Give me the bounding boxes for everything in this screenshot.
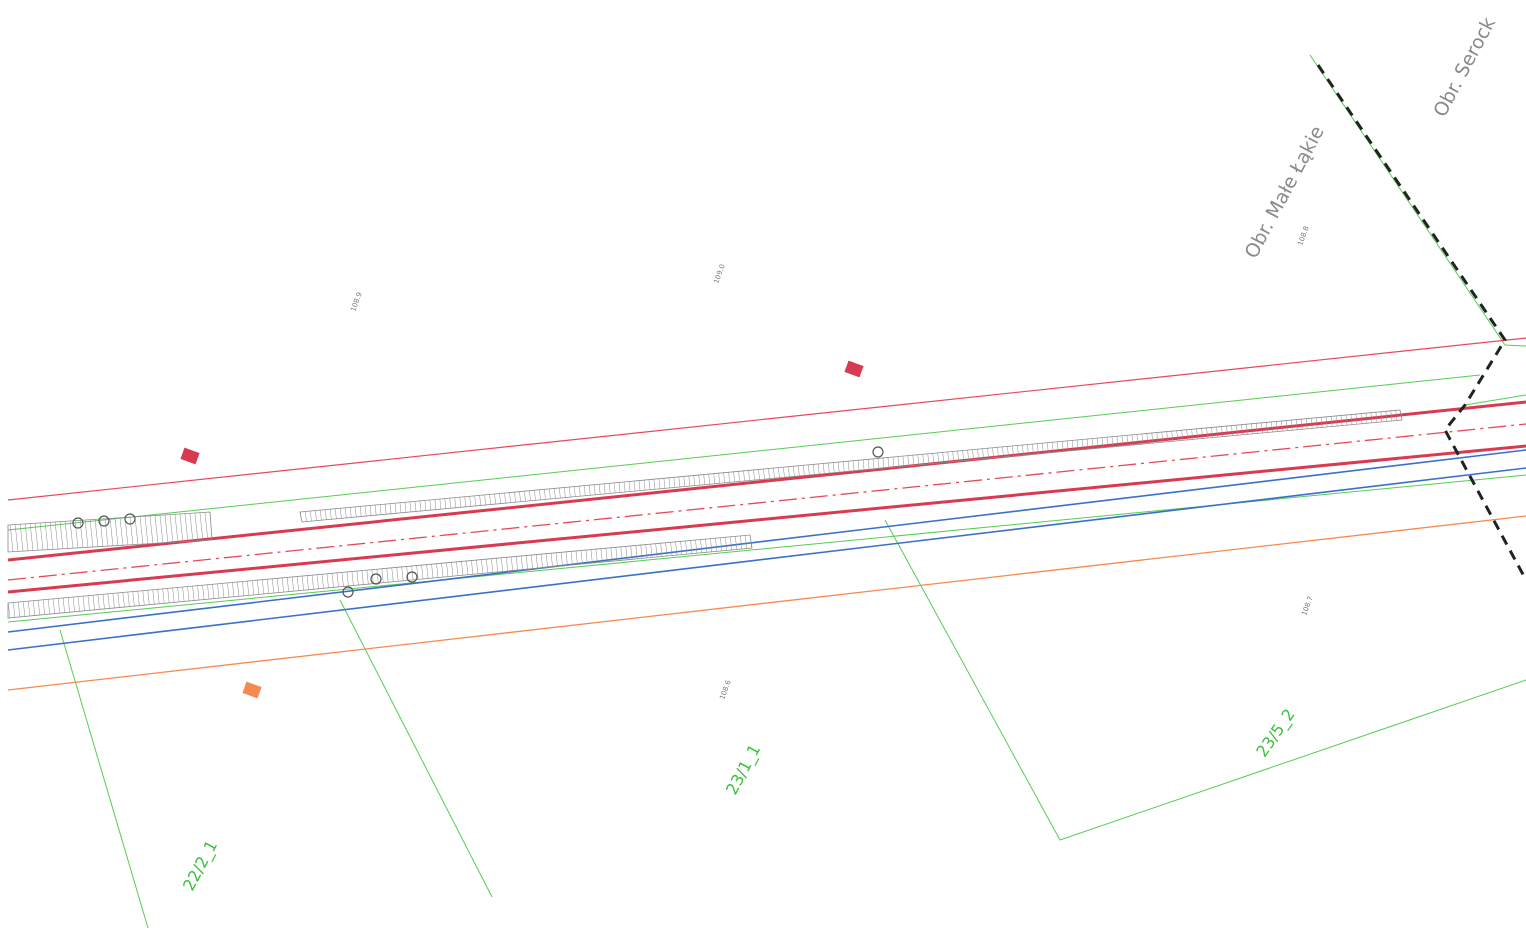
elevation-label: 108.8 [1296,225,1310,247]
parcel-label: 23/5_2 [1252,705,1299,761]
road-lines [7,337,1526,691]
elevation-label: 109.0 [712,263,726,285]
markers [72,446,884,598]
parcel-boundaries [7,54,1526,929]
survey-flags [180,360,864,699]
district-label: Obr. Małe Łąkie [1241,122,1329,262]
elevation-label: 108.7 [1300,595,1314,617]
elevation-label: 108.9 [349,291,363,313]
elevation-label: 108.6 [718,679,733,701]
district-label: Obr. Serock [1429,14,1500,121]
parcel-label: 23/1_1 [722,741,765,798]
district-boundary [1316,64,1526,581]
parcel-label: 22/2_1 [179,837,222,894]
hatched-kerbs [7,409,1403,619]
